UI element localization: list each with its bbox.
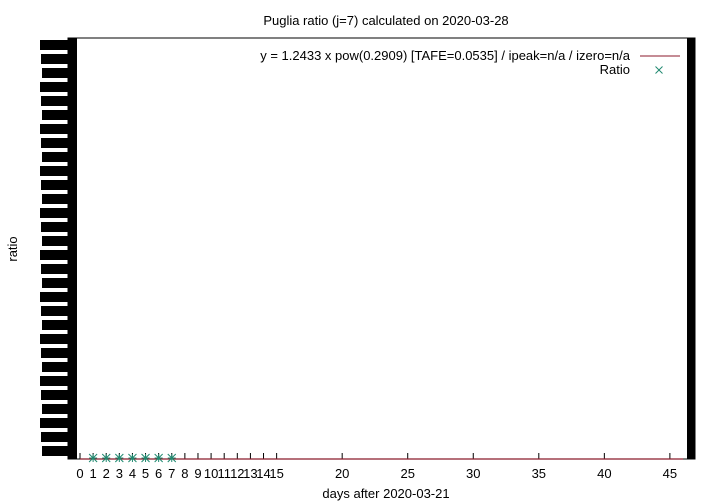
x-tick-label: 0 [76,466,83,481]
x-tick-label: 5 [142,466,149,481]
x-tick-label: 45 [663,466,677,481]
x-tick-label: 20 [335,466,349,481]
y-tick-overlap-glyph [40,40,68,50]
x-tick-label: 1 [89,466,96,481]
y-tick-overlap-glyph [42,68,68,78]
y-tick-overlap-glyph [42,362,68,372]
y-tick-overlap-glyph [41,222,68,232]
y-tick-overlap-glyph [42,236,68,246]
x-tick-label: 8 [181,466,188,481]
ratio-point [114,453,124,463]
y-tick-overlap-glyph [42,404,68,414]
x-tick-label: 25 [400,466,414,481]
y-tick-overlap-glyph [40,376,68,386]
series-layer [80,453,683,463]
ratio-point [128,453,137,463]
ratio-point [167,453,177,463]
y-tick-overlap-glyph [40,124,68,134]
y-tick-overlap-glyph [42,320,68,330]
y-tick-overlap-glyph [41,138,68,148]
x-tick-label: 15 [269,466,283,481]
x-tick-label: 6 [155,466,162,481]
ratio-point [141,453,150,463]
ratio-point [88,453,98,463]
y-tick-overlap [40,40,68,456]
legend-entry-fit: y = 1.2433 x pow(0.2909) [TAFE=0.0535] /… [260,48,631,63]
plot-frame [67,37,696,460]
y-tick-overlap-glyph [40,208,68,218]
x-tick-label: 30 [466,466,480,481]
y-tick-overlap-glyph [40,418,68,428]
x-tick-label: 3 [116,466,123,481]
x-axis-label: days after 2020-03-21 [322,486,449,501]
y-tick-overlap-glyph [41,180,68,190]
y-tick-overlap-glyph [42,194,68,204]
x-tick-label: 9 [194,466,201,481]
y-tick-overlap-glyph [41,96,68,106]
y-tick-overlap-glyph [40,292,68,302]
x-tick-label: 35 [532,466,546,481]
y-tick-overlap-glyph [42,278,68,288]
x-tick-label: 4 [129,466,136,481]
y-tick-overlap-glyph [42,110,68,120]
y-tick-overlap-glyph [40,82,68,92]
ratio-point [154,453,164,463]
x-tick-label: 10 [204,466,218,481]
y-tick-overlap-glyph [41,348,68,358]
legend-swatch-ratio [655,66,663,74]
y-tick-overlap-glyph [40,334,68,344]
y-tick-overlap-glyph [42,152,68,162]
y-tick-overlap-glyph [41,54,68,64]
y-tick-overlap-glyph [40,166,68,176]
left-axis-band [68,38,77,459]
x-tick-label: 2 [103,466,110,481]
x-tick-label: 7 [168,466,175,481]
chart-title: Puglia ratio (j=7) calculated on 2020-03… [263,13,508,28]
x-tick-label: 13 [243,466,257,481]
ratio-point [101,453,111,463]
y-tick-overlap-glyph [41,390,68,400]
y-tick-overlap-glyph [41,306,68,316]
legend: y = 1.2433 x pow(0.2909) [TAFE=0.0535] /… [260,48,680,77]
y-tick-overlap-glyph [41,432,68,442]
y-tick-overlap-glyph [41,264,68,274]
x-tick-label: 11 [217,466,231,481]
x-tick-label: 12 [230,466,244,481]
y-tick-overlap-glyph [42,446,68,456]
legend-entry-ratio: Ratio [600,62,630,77]
y-axis-label: ratio [5,236,20,261]
x-tick-label: 14 [256,466,270,481]
right-axis-band [687,38,695,459]
y-tick-overlap-glyph [40,250,68,260]
x-tick-label: 40 [597,466,611,481]
